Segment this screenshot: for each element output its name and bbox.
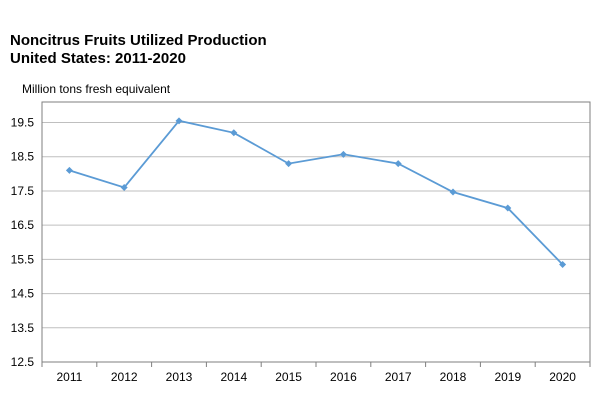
x-tick-label: 2012 — [111, 370, 138, 384]
x-tick-label: 2017 — [385, 370, 412, 384]
y-tick-label: 19.5 — [11, 116, 35, 130]
x-tick-label: 2013 — [166, 370, 193, 384]
data-point — [65, 166, 73, 174]
x-tick-label: 2019 — [494, 370, 521, 384]
x-tick-label: 2015 — [275, 370, 302, 384]
data-point — [230, 129, 238, 137]
chart-title-line2: United States: 2011-2020 — [10, 50, 186, 67]
y-tick-label: 16.5 — [11, 218, 35, 232]
x-tick-label: 2011 — [56, 370, 82, 384]
y-tick-label: 18.5 — [11, 150, 35, 164]
data-point — [394, 160, 402, 168]
chart-title: Noncitrus Fruits Utilized Production Uni… — [10, 32, 267, 68]
data-point — [559, 261, 567, 268]
data-point — [120, 184, 128, 192]
y-tick-label: 12.5 — [11, 355, 35, 369]
y-tick-label: 14.5 — [11, 287, 35, 301]
data-point — [449, 188, 457, 196]
data-point — [339, 150, 347, 158]
y-tick-label: 15.5 — [11, 252, 35, 266]
y-tick-label: 13.5 — [11, 321, 35, 335]
x-tick-label: 2014 — [220, 370, 247, 384]
data-point — [175, 117, 183, 125]
chart-title-line1: Noncitrus Fruits Utilized Production — [10, 32, 267, 49]
x-tick-label: 2020 — [549, 370, 576, 384]
y-axis-unit-label: Million tons fresh equivalent — [22, 82, 171, 96]
x-tick-label: 2016 — [330, 370, 357, 384]
data-point — [504, 204, 512, 212]
data-point — [285, 160, 293, 168]
x-tick-label: 2018 — [440, 370, 467, 384]
y-tick-label: 17.5 — [11, 184, 35, 198]
series-line — [69, 119, 564, 266]
plot-area-border — [41, 101, 591, 363]
